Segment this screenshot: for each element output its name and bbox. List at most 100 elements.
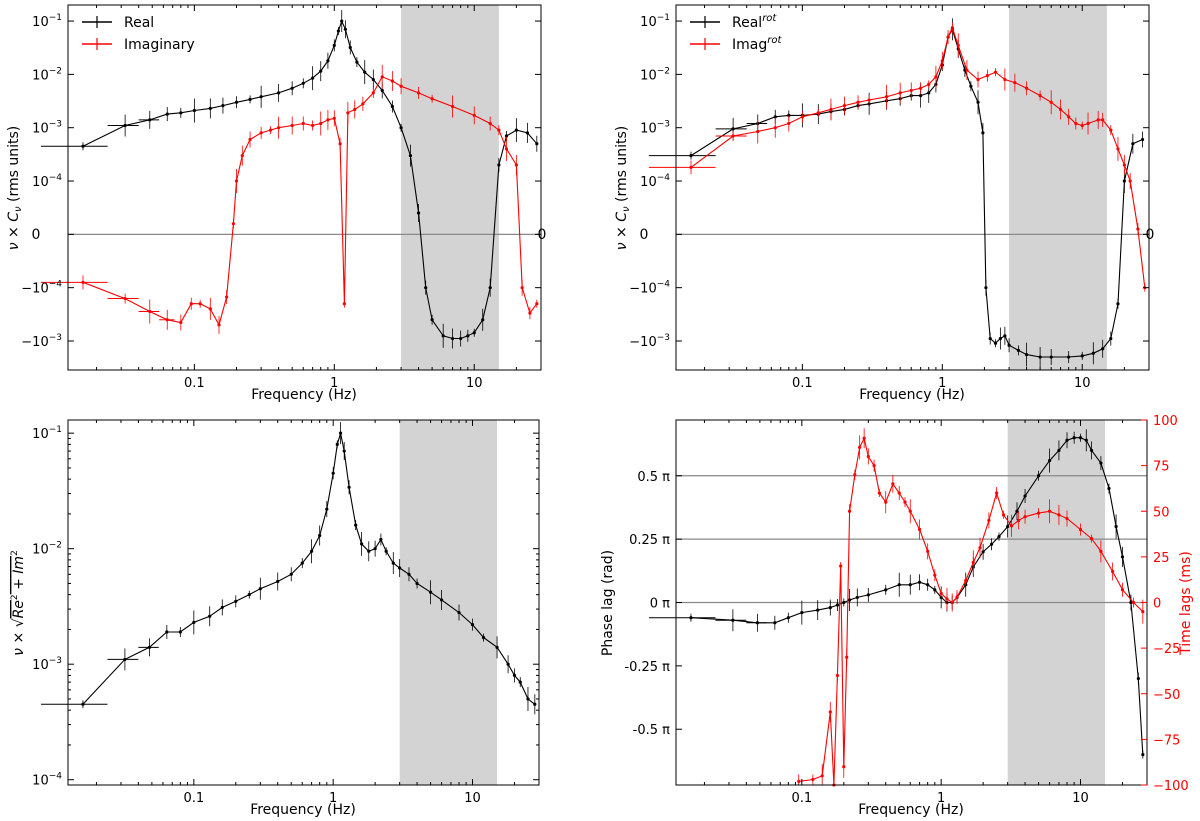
data-point: [332, 116, 336, 120]
data-point: [847, 598, 852, 602]
data-point: [1080, 354, 1084, 358]
data-point: [1065, 438, 1069, 442]
data-point: [497, 163, 501, 167]
data-point: [955, 595, 959, 599]
data-point: [258, 587, 262, 591]
y-axis-label: ν × Cν (rms units): [6, 126, 24, 251]
data-point: [259, 131, 263, 135]
data-point: [371, 77, 375, 82]
data-point: [346, 111, 350, 115]
data-point: [903, 500, 907, 504]
data-point: [993, 341, 998, 345]
data-point: [495, 645, 499, 649]
data-point: [340, 19, 344, 23]
data-point: [1003, 334, 1007, 338]
x-ticks: 0.1 1 10: [95, 420, 515, 806]
y-right-tick-label: 75: [1153, 460, 1170, 475]
shaded-band-rect: [399, 420, 498, 785]
data-point: [371, 91, 375, 95]
data-point: [311, 76, 315, 80]
data-point: [1091, 351, 1095, 355]
data-point: [248, 137, 252, 142]
legend: Real Imaginary: [82, 15, 195, 53]
legend-imagrot-label: Imagrot: [732, 35, 782, 53]
data-point: [1038, 93, 1042, 98]
series-line-real: [690, 27, 1143, 358]
data-point: [978, 546, 982, 550]
data-point: [919, 93, 923, 98]
legend-realrot-label: Realrot: [732, 13, 777, 31]
data-point: [335, 442, 339, 446]
data-point: [1078, 527, 1083, 532]
data-point: [1080, 123, 1084, 128]
legend-real-label: Real: [124, 15, 154, 31]
x-tick-label: 10: [466, 376, 483, 391]
x-axis-label: Frequency (Hz): [250, 802, 356, 818]
data-point: [981, 550, 985, 554]
data-point: [884, 500, 888, 504]
data-point: [976, 100, 980, 104]
y-tick-label: 10−2: [640, 66, 670, 83]
data-point: [208, 614, 212, 618]
data-point: [1141, 610, 1145, 614]
data-point: [1067, 355, 1071, 359]
data-point: [842, 600, 846, 605]
y-right-tick-label: 0: [1153, 597, 1161, 612]
data-point: [1048, 509, 1052, 513]
panel-top-right: 0.1 1 10 10−1 10−2 10−3 10−4 0 −10−4 −10−3 Frequ…: [614, 4, 1154, 403]
y-tick-label: 10−2: [32, 541, 62, 558]
data-point: [518, 680, 522, 684]
data-point: [1065, 516, 1069, 521]
data-point: [319, 121, 323, 126]
data-point: [220, 605, 224, 610]
y-tick-label: 10−4: [640, 173, 670, 190]
data-point: [956, 43, 960, 47]
data-point: [1003, 77, 1007, 82]
y-tick-label: 10−1: [32, 13, 62, 30]
data-point: [416, 211, 421, 215]
y-right-tick-label: 25: [1153, 551, 1170, 566]
data-point: [1049, 355, 1053, 359]
data-point: [908, 509, 912, 513]
series-layer: [40, 422, 537, 715]
data-point: [842, 103, 847, 108]
data-point: [1140, 137, 1145, 142]
y-tick-label: −10−3: [629, 333, 670, 350]
data-point: [1007, 343, 1011, 347]
data-point: [1006, 524, 1010, 529]
data-point: [247, 593, 251, 597]
data-point: [535, 142, 539, 146]
data-point: [1122, 179, 1126, 183]
zero-label-left: 0: [32, 227, 41, 243]
x-axis-label: Frequency (Hz): [859, 387, 965, 403]
data-point: [897, 583, 901, 587]
data-point: [971, 560, 975, 564]
x-axis-label: Frequency (Hz): [858, 802, 964, 818]
data-point: [450, 336, 455, 341]
data-point: [1109, 128, 1113, 132]
data-point: [1136, 227, 1140, 231]
data-point: [1101, 347, 1105, 351]
data-point: [363, 70, 367, 74]
data-point: [309, 549, 314, 553]
data-point: [866, 593, 870, 597]
data-point: [380, 88, 384, 93]
data-point: [1084, 438, 1088, 442]
data-point: [165, 112, 169, 116]
data-point: [290, 123, 294, 128]
data-point: [353, 107, 357, 112]
data-point: [855, 595, 859, 600]
y-tick-label: −10−4: [21, 280, 62, 297]
data-point: [965, 68, 969, 72]
data-point: [301, 121, 305, 126]
data-point: [277, 91, 281, 95]
data-point: [926, 549, 930, 554]
x-tick-label: 1: [330, 376, 338, 391]
axes-frame: [67, 4, 542, 371]
data-point: [528, 311, 532, 315]
data-point: [347, 485, 351, 489]
y-axis-label-right: Time lags (ms): [1178, 551, 1194, 656]
y-ticks: 10−1 10−2 10−3 10−4: [32, 425, 539, 789]
x-tick-label: 0.1: [791, 791, 812, 806]
